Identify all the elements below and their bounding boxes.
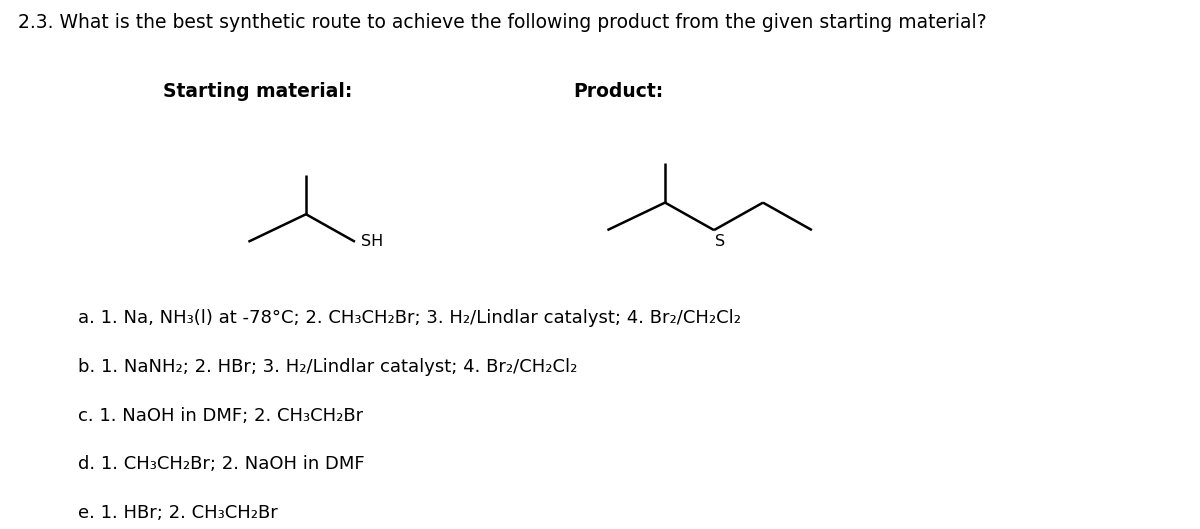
- Text: d. 1. CH₃CH₂Br; 2. NaOH in DMF: d. 1. CH₃CH₂Br; 2. NaOH in DMF: [78, 455, 365, 473]
- Text: a. 1. Na, NH₃(l) at -78°C; 2. CH₃CH₂Br; 3. H₂/Lindlar catalyst; 4. Br₂/CH₂Cl₂: a. 1. Na, NH₃(l) at -78°C; 2. CH₃CH₂Br; …: [78, 309, 742, 327]
- Text: S: S: [715, 234, 725, 249]
- Text: 2.3. What is the best synthetic route to achieve the following product from the : 2.3. What is the best synthetic route to…: [18, 13, 986, 32]
- Text: b. 1. NaNH₂; 2. HBr; 3. H₂/Lindlar catalyst; 4. Br₂/CH₂Cl₂: b. 1. NaNH₂; 2. HBr; 3. H₂/Lindlar catal…: [78, 358, 577, 376]
- Text: Starting material:: Starting material:: [163, 82, 353, 101]
- Text: Product:: Product:: [572, 82, 664, 101]
- Text: c. 1. NaOH in DMF; 2. CH₃CH₂Br: c. 1. NaOH in DMF; 2. CH₃CH₂Br: [78, 407, 364, 425]
- Text: SH: SH: [361, 234, 383, 249]
- Text: e. 1. HBr; 2. CH₃CH₂Br: e. 1. HBr; 2. CH₃CH₂Br: [78, 504, 277, 522]
